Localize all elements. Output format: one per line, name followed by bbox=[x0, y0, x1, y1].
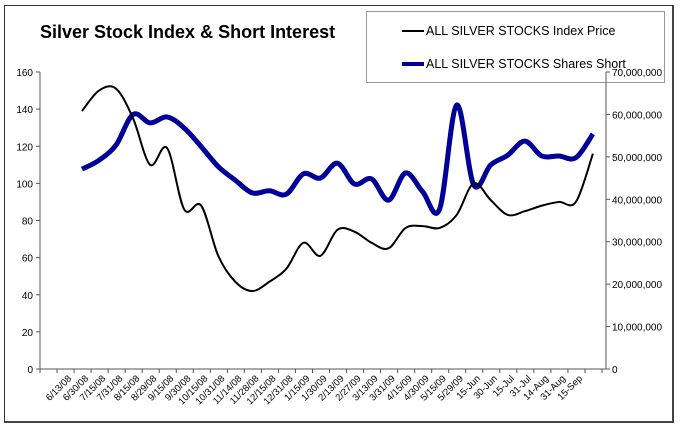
legend: ALL SILVER STOCKS Index Price ALL SILVER… bbox=[366, 11, 665, 83]
legend-label: ALL SILVER STOCKS Shares Short bbox=[426, 57, 626, 71]
legend-label: ALL SILVER STOCKS Index Price bbox=[426, 24, 616, 38]
left-tick-label: 40 bbox=[22, 291, 34, 302]
right-tick-label: 70,000,000 bbox=[612, 68, 662, 79]
left-tick-label: 160 bbox=[16, 68, 33, 79]
legend-item-shares-short: ALL SILVER STOCKS Shares Short bbox=[402, 57, 626, 71]
right-tick-label: 10,000,000 bbox=[612, 323, 662, 334]
series-line-shares-short bbox=[80, 102, 595, 216]
left-tick-label: 120 bbox=[16, 142, 33, 153]
left-tick-label: 140 bbox=[16, 105, 33, 116]
right-tick-label: 60,000,000 bbox=[612, 110, 662, 121]
right-tick-label: 40,000,000 bbox=[612, 195, 662, 206]
left-tick-label: 60 bbox=[22, 254, 34, 265]
right-tick-label: 30,000,000 bbox=[612, 238, 662, 249]
right-tick-label: 0 bbox=[612, 365, 618, 376]
left-tick-label: 100 bbox=[16, 179, 33, 190]
left-tick-label: 0 bbox=[27, 365, 33, 376]
legend-swatch-blue bbox=[402, 62, 424, 66]
right-tick-label: 20,000,000 bbox=[612, 280, 662, 291]
chart-frame bbox=[4, 5, 674, 423]
left-tick-label: 80 bbox=[22, 217, 34, 228]
left-tick-label: 20 bbox=[22, 328, 34, 339]
right-tick-label: 50,000,000 bbox=[612, 153, 662, 164]
legend-item-index-price: ALL SILVER STOCKS Index Price bbox=[402, 24, 615, 38]
legend-swatch-black bbox=[402, 30, 424, 32]
series-line-index-price bbox=[81, 85, 594, 293]
chart-title: Silver Stock Index & Short Interest bbox=[40, 22, 336, 42]
